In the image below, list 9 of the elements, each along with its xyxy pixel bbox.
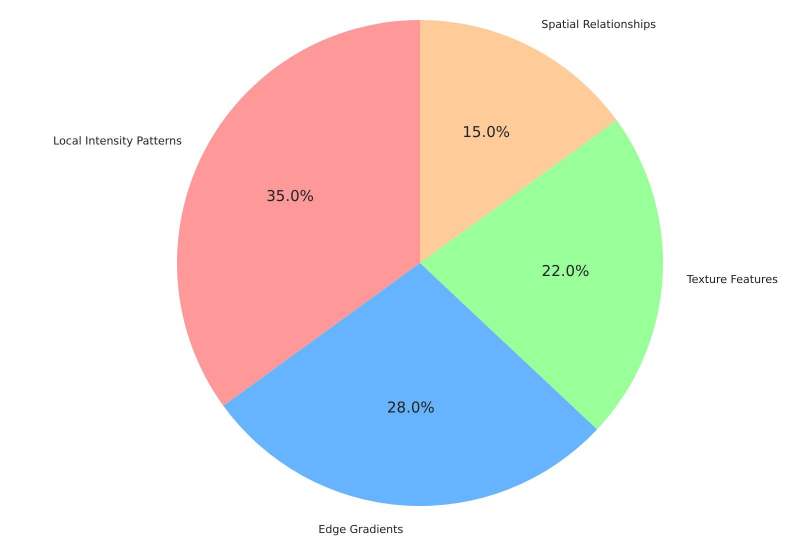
slice-label: Local Intensity Patterns [53, 134, 182, 148]
data-label: 22.0% [542, 262, 590, 280]
pie-slice [223, 263, 598, 506]
data-label: 15.0% [462, 123, 510, 142]
slice-label: Spatial Relationships [541, 18, 656, 31]
slice-label: Edge Gradients [318, 522, 404, 536]
data-label: 28.0% [387, 398, 435, 417]
slice-label: Texture Features [686, 272, 778, 286]
data-label: 35.0% [266, 186, 314, 205]
